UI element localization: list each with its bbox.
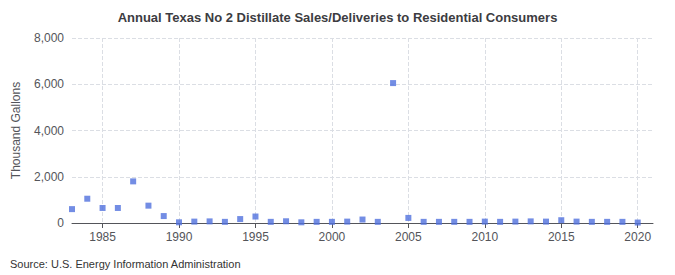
svg-text:1995: 1995 xyxy=(242,230,269,244)
svg-text:2005: 2005 xyxy=(395,230,422,244)
svg-text:0: 0 xyxy=(57,216,64,230)
svg-text:2010: 2010 xyxy=(471,230,498,244)
svg-text:2,000: 2,000 xyxy=(34,170,64,184)
svg-text:1990: 1990 xyxy=(166,230,193,244)
svg-text:4,000: 4,000 xyxy=(34,124,64,138)
svg-text:2000: 2000 xyxy=(319,230,346,244)
svg-text:2020: 2020 xyxy=(624,230,651,244)
svg-text:Annual Texas No 2 Distillate S: Annual Texas No 2 Distillate Sales/Deliv… xyxy=(118,10,558,25)
svg-text:1985: 1985 xyxy=(89,230,116,244)
svg-text:2015: 2015 xyxy=(548,230,575,244)
svg-text:6,000: 6,000 xyxy=(34,77,64,91)
svg-text:Source: U.S. Energy Informatio: Source: U.S. Energy Information Administ… xyxy=(10,258,241,270)
svg-text:8,000: 8,000 xyxy=(34,31,64,45)
svg-text:Thousand Gallons: Thousand Gallons xyxy=(9,82,23,179)
